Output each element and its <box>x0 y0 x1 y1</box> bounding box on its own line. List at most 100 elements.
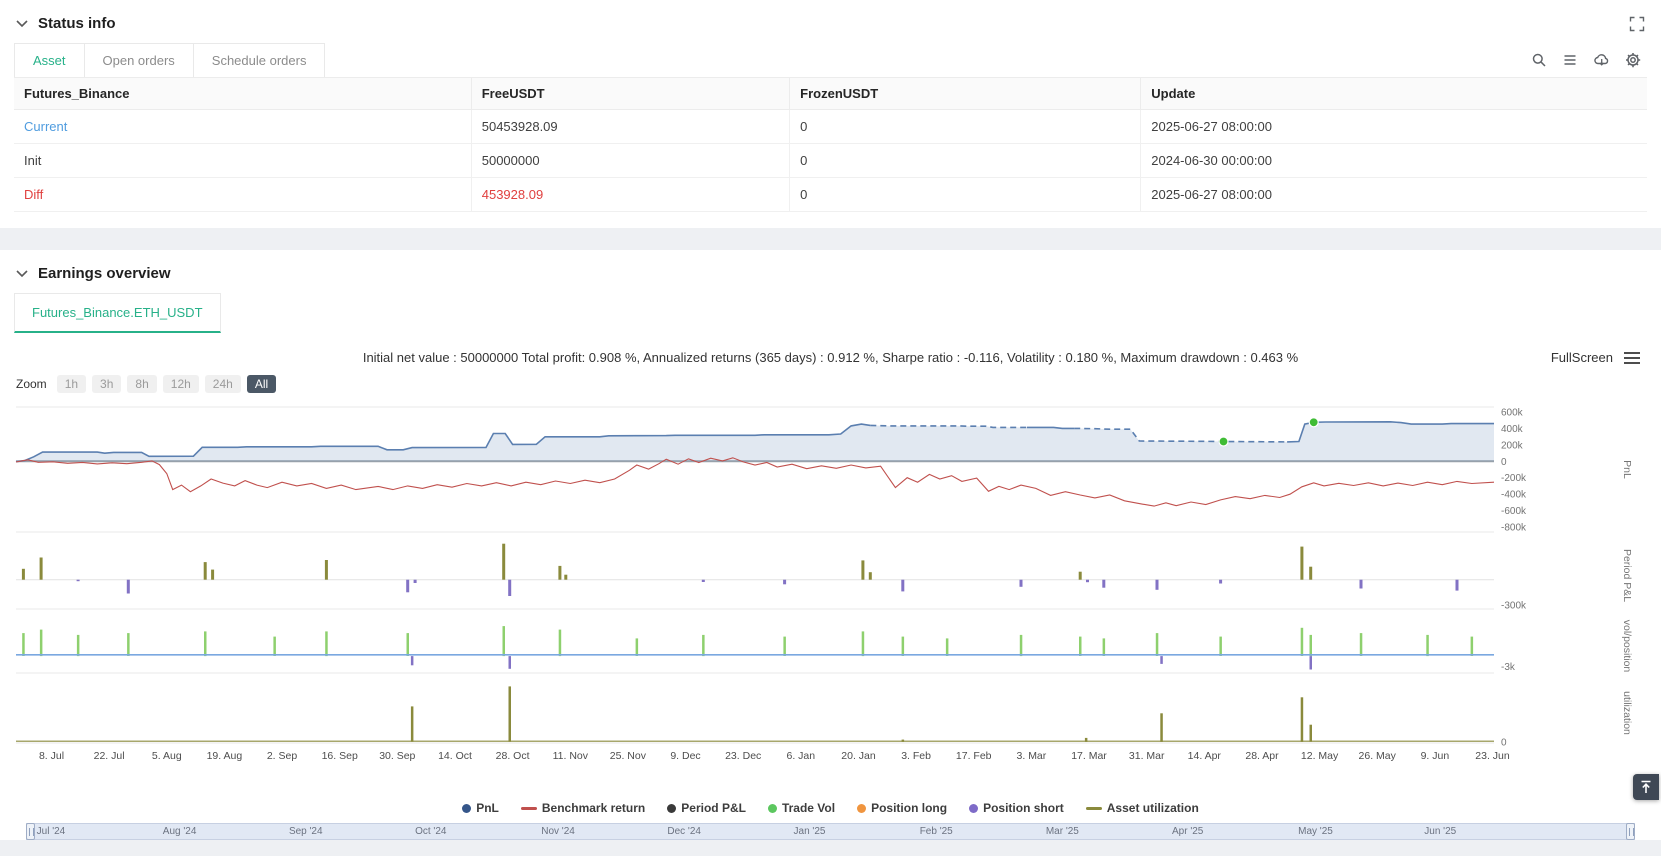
status-tabs-row: AssetOpen ordersSchedule orders <box>14 43 1647 77</box>
svg-text:17. Mar: 17. Mar <box>1071 750 1107 762</box>
svg-text:3. Mar: 3. Mar <box>1017 750 1047 762</box>
tab-schedule-orders[interactable]: Schedule orders <box>193 43 326 77</box>
zoom-24h[interactable]: 24h <box>205 375 241 393</box>
svg-text:16. Sep: 16. Sep <box>322 750 358 762</box>
svg-text:5. Aug: 5. Aug <box>152 750 182 762</box>
svg-text:30. Sep: 30. Sep <box>379 750 415 762</box>
table-cell: Init <box>14 144 471 178</box>
gear-icon[interactable] <box>1625 52 1641 68</box>
table-cell: 2025-06-27 08:00:00 <box>1141 110 1647 144</box>
svg-text:9. Jun: 9. Jun <box>1421 750 1450 762</box>
navigator-month-label: Mar '25 <box>1046 826 1079 837</box>
tab-open-orders[interactable]: Open orders <box>84 43 194 77</box>
legend-label: Position short <box>983 801 1064 815</box>
table-cell: 50453928.09 <box>471 110 789 144</box>
navigator-month-label: Jun '25 <box>1424 826 1456 837</box>
table-cell: 0 <box>790 110 1141 144</box>
legend-period-p-l[interactable]: Period P&L <box>667 801 746 815</box>
legend-label: Asset utilization <box>1107 801 1199 815</box>
navigator-month-label: Feb '25 <box>920 826 953 837</box>
list-icon[interactable] <box>1562 52 1578 68</box>
svg-text:19. Aug: 19. Aug <box>207 750 243 762</box>
legend-position-long[interactable]: Position long <box>857 801 947 815</box>
svg-text:-800k: -800k <box>1501 523 1527 534</box>
asset-table: Futures_BinanceFreeUSDTFrozenUSDTUpdate … <box>14 77 1647 212</box>
legend-marker-icon <box>768 804 777 813</box>
legend-marker-icon <box>1086 807 1102 810</box>
legend-marker-icon <box>969 804 978 813</box>
navigator-month-label: Nov '24 <box>541 826 575 837</box>
zoom-12h[interactable]: 12h <box>163 375 199 393</box>
legend-label: PnL <box>476 801 499 815</box>
scroll-top-button[interactable] <box>1633 774 1659 800</box>
column-header: FreeUSDT <box>471 78 789 110</box>
panel-divider <box>0 228 1661 250</box>
table-cell: 50000000 <box>471 144 789 178</box>
fullscreen-expand-icon[interactable] <box>1629 16 1645 32</box>
svg-text:3. Feb: 3. Feb <box>901 750 931 762</box>
chart-legend: PnL Benchmark return Period P&L Trade Vol Po… <box>14 801 1647 815</box>
navigator-right-handle[interactable] <box>1626 823 1635 840</box>
svg-text:31. Mar: 31. Mar <box>1129 750 1165 762</box>
zoom-all[interactable]: All <box>247 375 276 393</box>
legend-position-short[interactable]: Position short <box>969 801 1064 815</box>
navigator-month-label: Sep '24 <box>289 826 323 837</box>
collapse-chevron-icon[interactable] <box>16 20 28 28</box>
legend-label: Benchmark return <box>542 801 645 815</box>
zoom-controls: Zoom 1h3h8h12h24hAll <box>14 375 1647 393</box>
zoom-buttons: 1h 3h 8h 12h 24h All <box>57 375 276 393</box>
legend-marker-icon <box>857 804 866 813</box>
svg-text:PnL: PnL <box>1621 460 1633 479</box>
table-row: Diff453928.0902025-06-27 08:00:00 <box>14 178 1647 212</box>
legend-label: Trade Vol <box>782 801 835 815</box>
status-info-panel: Status info AssetOpen ordersSchedule ord… <box>0 0 1661 228</box>
legend-benchmark-return[interactable]: Benchmark return <box>521 801 645 815</box>
legend-marker-icon <box>462 804 471 813</box>
zoom-1h[interactable]: 1h <box>57 375 86 393</box>
legend-trade-vol[interactable]: Trade Vol <box>768 801 835 815</box>
column-header: FrozenUSDT <box>790 78 1141 110</box>
earnings-tab-label: Futures_Binance.ETH_USDT <box>32 305 203 320</box>
svg-text:-400k: -400k <box>1501 490 1527 501</box>
section-title: Earnings overview <box>38 265 171 282</box>
navigator-month-label: May '25 <box>1298 826 1333 837</box>
svg-text:400k: 400k <box>1501 424 1524 435</box>
svg-text:utilization: utilization <box>1621 691 1633 735</box>
svg-text:26. May: 26. May <box>1359 750 1397 762</box>
table-toolbar <box>1531 52 1647 68</box>
earnings-header: Earnings overview <box>14 250 1647 293</box>
stats-summary: Initial net value : 50000000 Total profi… <box>14 350 1647 365</box>
chart-menu-icon[interactable] <box>1623 351 1641 365</box>
legend-asset-utilization[interactable]: Asset utilization <box>1086 801 1199 815</box>
svg-text:11. Nov: 11. Nov <box>553 750 589 762</box>
table-cell[interactable]: Current <box>14 110 471 144</box>
svg-text:-600k: -600k <box>1501 506 1527 517</box>
navigator-month-label: Apr '25 <box>1172 826 1203 837</box>
table-cell: 0 <box>790 144 1141 178</box>
zoom-8h[interactable]: 8h <box>127 375 156 393</box>
page-title: Status info <box>38 15 116 32</box>
fullscreen-button[interactable]: FullScreen <box>1551 350 1613 365</box>
svg-text:200k: 200k <box>1501 440 1524 451</box>
tab-futures-binance-eth-usdt[interactable]: Futures_Binance.ETH_USDT <box>14 293 221 333</box>
tab-asset[interactable]: Asset <box>14 43 85 77</box>
chart-actions: FullScreen <box>1551 350 1641 365</box>
svg-text:14. Oct: 14. Oct <box>438 750 472 762</box>
svg-text:23. Jun: 23. Jun <box>1475 750 1510 762</box>
legend-pnl[interactable]: PnL <box>462 801 499 815</box>
cloud-download-icon[interactable] <box>1593 52 1610 68</box>
collapse-chevron-icon[interactable] <box>16 270 28 278</box>
svg-text:vol/position: vol/position <box>1621 620 1633 673</box>
navigator-left-handle[interactable] <box>26 823 35 840</box>
svg-text:17. Feb: 17. Feb <box>956 750 992 762</box>
svg-text:22. Jul: 22. Jul <box>94 750 125 762</box>
svg-text:9. Dec: 9. Dec <box>670 750 700 762</box>
legend-label: Period P&L <box>681 801 746 815</box>
earnings-chart[interactable]: 600k400k200k0-200k-400k-600k-800kPnL-300… <box>14 397 1647 769</box>
earnings-overview-panel: Earnings overview Futures_Binance.ETH_US… <box>0 250 1661 840</box>
svg-text:600k: 600k <box>1501 407 1524 418</box>
chart-navigator[interactable]: Jul '24Aug '24Sep '24Oct '24Nov '24Dec '… <box>26 823 1635 840</box>
search-icon[interactable] <box>1531 52 1547 68</box>
zoom-3h[interactable]: 3h <box>92 375 121 393</box>
table-cell: 453928.09 <box>471 178 789 212</box>
